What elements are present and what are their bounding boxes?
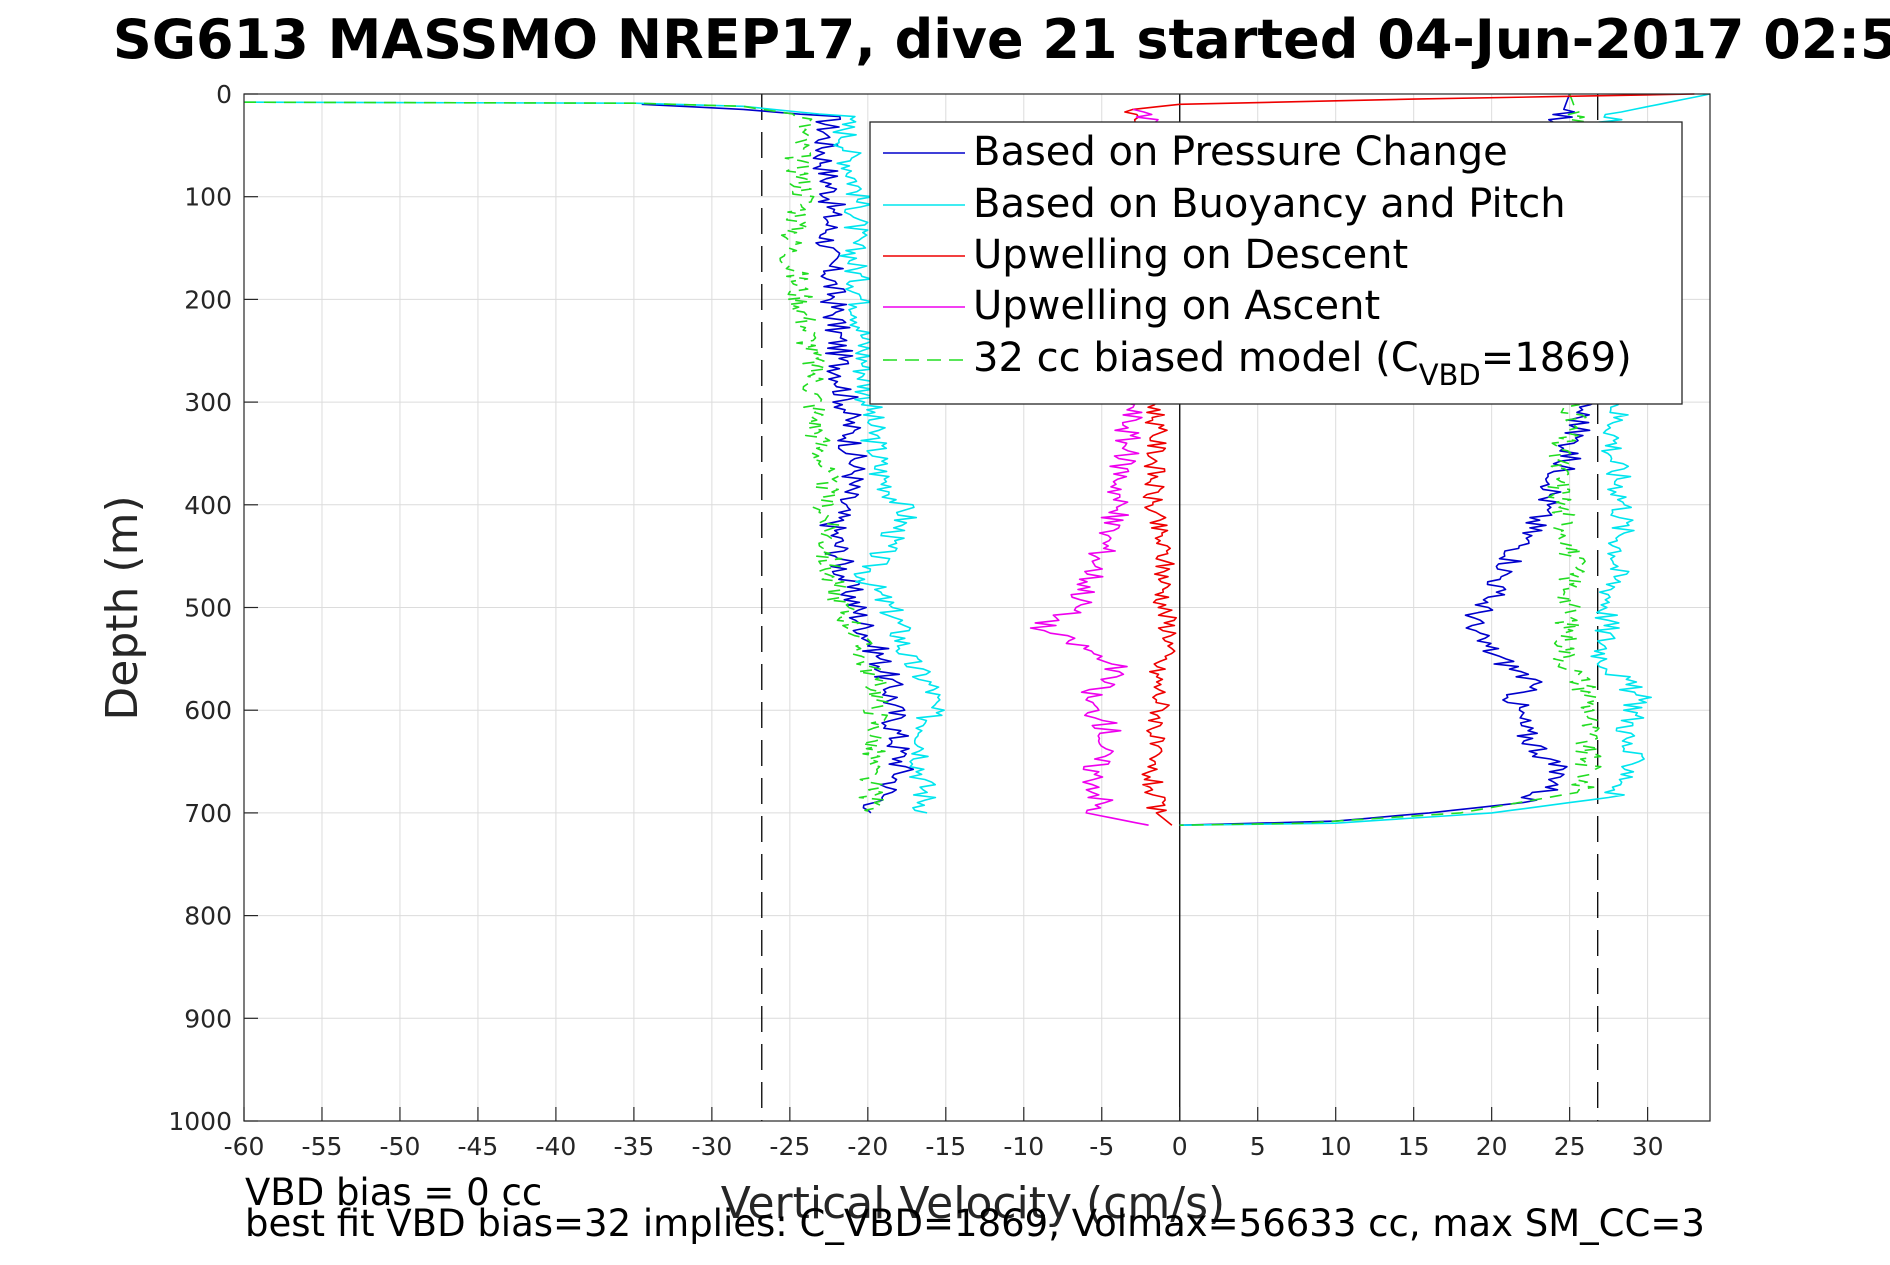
chart-title: SG613 MASSMO NREP17, dive 21 started 04-…	[113, 8, 1890, 71]
legend-box	[869, 121, 1683, 405]
series-line-model_ascent	[1179, 93, 1602, 826]
y-tick-label: 500	[184, 594, 232, 623]
x-tick-label: -30	[691, 1132, 732, 1161]
y-axis-ticks: 0 100 200 300 400 500 600 700 800 900 1000	[168, 80, 258, 1136]
y-tick-label: 600	[184, 696, 232, 725]
footnote-vbd-bias: VBD bias = 0 cc	[245, 1171, 542, 1214]
y-tick-label: 400	[184, 491, 232, 520]
x-tick-label: -50	[380, 1132, 421, 1161]
y-tick-label: 100	[184, 183, 232, 212]
y-axis-label: Depth (m)	[97, 495, 148, 720]
x-tick-label: -25	[769, 1132, 810, 1161]
y-tick-label: 1000	[168, 1107, 232, 1136]
legend-label-pressure: Based on Pressure Change	[973, 129, 1508, 175]
x-tick-label: 5	[1250, 1132, 1266, 1161]
y-tick-label: 700	[184, 799, 232, 828]
x-tick-label: -5	[1089, 1132, 1114, 1161]
x-tick-label: 0	[1172, 1132, 1188, 1161]
x-tick-label: -40	[535, 1132, 576, 1161]
legend-label-upwelling-descent: Upwelling on Descent	[973, 232, 1408, 278]
series-line-buoy_descent	[243, 101, 945, 814]
x-tick-label: -15	[925, 1132, 966, 1161]
x-tick-label: -60	[224, 1132, 265, 1161]
series-line-pressure_descent	[641, 103, 915, 814]
x-tick-label: -10	[1003, 1132, 1044, 1161]
legend-label-model-sub: VBD	[1419, 358, 1481, 392]
series-line-model_descent	[243, 101, 890, 814]
y-tick-label: 900	[184, 1004, 232, 1033]
legend-label-upwelling-ascent: Upwelling on Ascent	[973, 283, 1380, 329]
x-tick-label: 30	[1632, 1132, 1664, 1161]
x-tick-label: 25	[1554, 1132, 1586, 1161]
y-tick-label: 0	[216, 80, 232, 109]
x-tick-label: 10	[1320, 1132, 1352, 1161]
x-tick-label: 15	[1398, 1132, 1430, 1161]
legend-label-model-main: 32 cc biased model (C	[973, 335, 1419, 381]
x-tick-label: 20	[1476, 1132, 1508, 1161]
legend-label-buoyancy: Based on Buoyancy and Pitch	[973, 181, 1566, 227]
x-tick-label: -20	[847, 1132, 888, 1161]
y-tick-label: 200	[184, 285, 232, 314]
legend: Based on Pressure Change Based on Buoyan…	[869, 121, 1683, 405]
x-tick-label: -55	[302, 1132, 343, 1161]
footnote-best-fit: best fit VBD bias=32 implies: C_VBD=1869…	[245, 1202, 1705, 1245]
x-tick-label: -35	[613, 1132, 654, 1161]
legend-label-model-end: =1869)	[1481, 335, 1632, 381]
x-axis-label: Vertical Velocity (cm/s)	[721, 1178, 1225, 1229]
x-axis-ticks: -60 -55 -50 -45 -40 -35 -30 -25 -20 -15 -10 -5 0 5 10 1…	[224, 1107, 1664, 1161]
y-tick-label: 300	[184, 388, 232, 417]
y-tick-label: 800	[184, 902, 232, 931]
legend-label-model: 32 cc biased model (CVBD=1869)	[973, 335, 1632, 392]
x-tick-label: -45	[458, 1132, 499, 1161]
